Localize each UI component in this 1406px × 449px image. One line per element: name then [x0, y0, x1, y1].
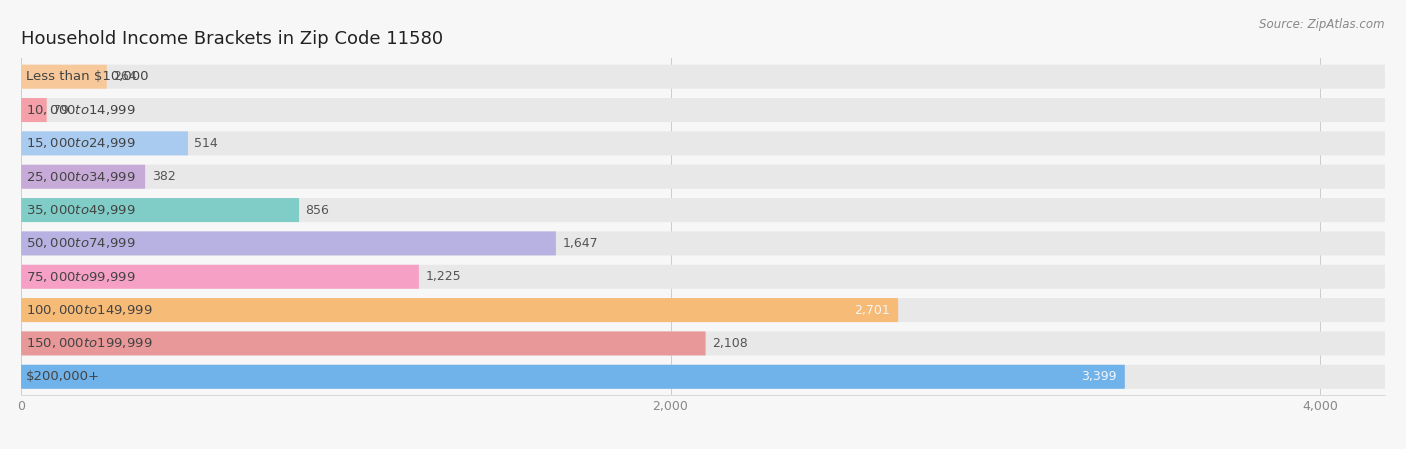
Text: Household Income Brackets in Zip Code 11580: Household Income Brackets in Zip Code 11…: [21, 31, 443, 48]
Text: $100,000 to $149,999: $100,000 to $149,999: [25, 303, 152, 317]
FancyBboxPatch shape: [21, 331, 706, 356]
FancyBboxPatch shape: [21, 98, 1385, 122]
FancyBboxPatch shape: [21, 298, 898, 322]
Text: $150,000 to $199,999: $150,000 to $199,999: [25, 336, 152, 350]
FancyBboxPatch shape: [21, 298, 1385, 322]
Text: 1,225: 1,225: [426, 270, 461, 283]
FancyBboxPatch shape: [21, 65, 1385, 89]
FancyBboxPatch shape: [21, 265, 419, 289]
FancyBboxPatch shape: [21, 265, 1385, 289]
Text: $35,000 to $49,999: $35,000 to $49,999: [25, 203, 135, 217]
FancyBboxPatch shape: [21, 331, 1385, 356]
Text: 264: 264: [114, 70, 136, 83]
FancyBboxPatch shape: [21, 198, 299, 222]
Text: 514: 514: [194, 137, 218, 150]
FancyBboxPatch shape: [21, 132, 1385, 155]
Text: $75,000 to $99,999: $75,000 to $99,999: [25, 270, 135, 284]
Text: Source: ZipAtlas.com: Source: ZipAtlas.com: [1260, 18, 1385, 31]
FancyBboxPatch shape: [21, 132, 188, 155]
Text: 1,647: 1,647: [562, 237, 598, 250]
Text: $200,000+: $200,000+: [25, 370, 100, 383]
Text: $10,000 to $14,999: $10,000 to $14,999: [25, 103, 135, 117]
Text: 2,701: 2,701: [855, 304, 890, 317]
FancyBboxPatch shape: [21, 365, 1385, 389]
FancyBboxPatch shape: [21, 231, 555, 255]
Text: Less than $10,000: Less than $10,000: [25, 70, 149, 83]
Text: 382: 382: [152, 170, 176, 183]
FancyBboxPatch shape: [21, 365, 1125, 389]
FancyBboxPatch shape: [21, 165, 1385, 189]
Text: $15,000 to $24,999: $15,000 to $24,999: [25, 136, 135, 150]
Text: 3,399: 3,399: [1081, 370, 1116, 383]
FancyBboxPatch shape: [21, 231, 1385, 255]
Text: 856: 856: [305, 203, 329, 216]
Text: $50,000 to $74,999: $50,000 to $74,999: [25, 237, 135, 251]
FancyBboxPatch shape: [21, 198, 1385, 222]
FancyBboxPatch shape: [21, 98, 46, 122]
FancyBboxPatch shape: [21, 65, 107, 89]
FancyBboxPatch shape: [21, 165, 145, 189]
Text: 2,108: 2,108: [711, 337, 748, 350]
Text: 79: 79: [53, 104, 69, 117]
Text: $25,000 to $34,999: $25,000 to $34,999: [25, 170, 135, 184]
